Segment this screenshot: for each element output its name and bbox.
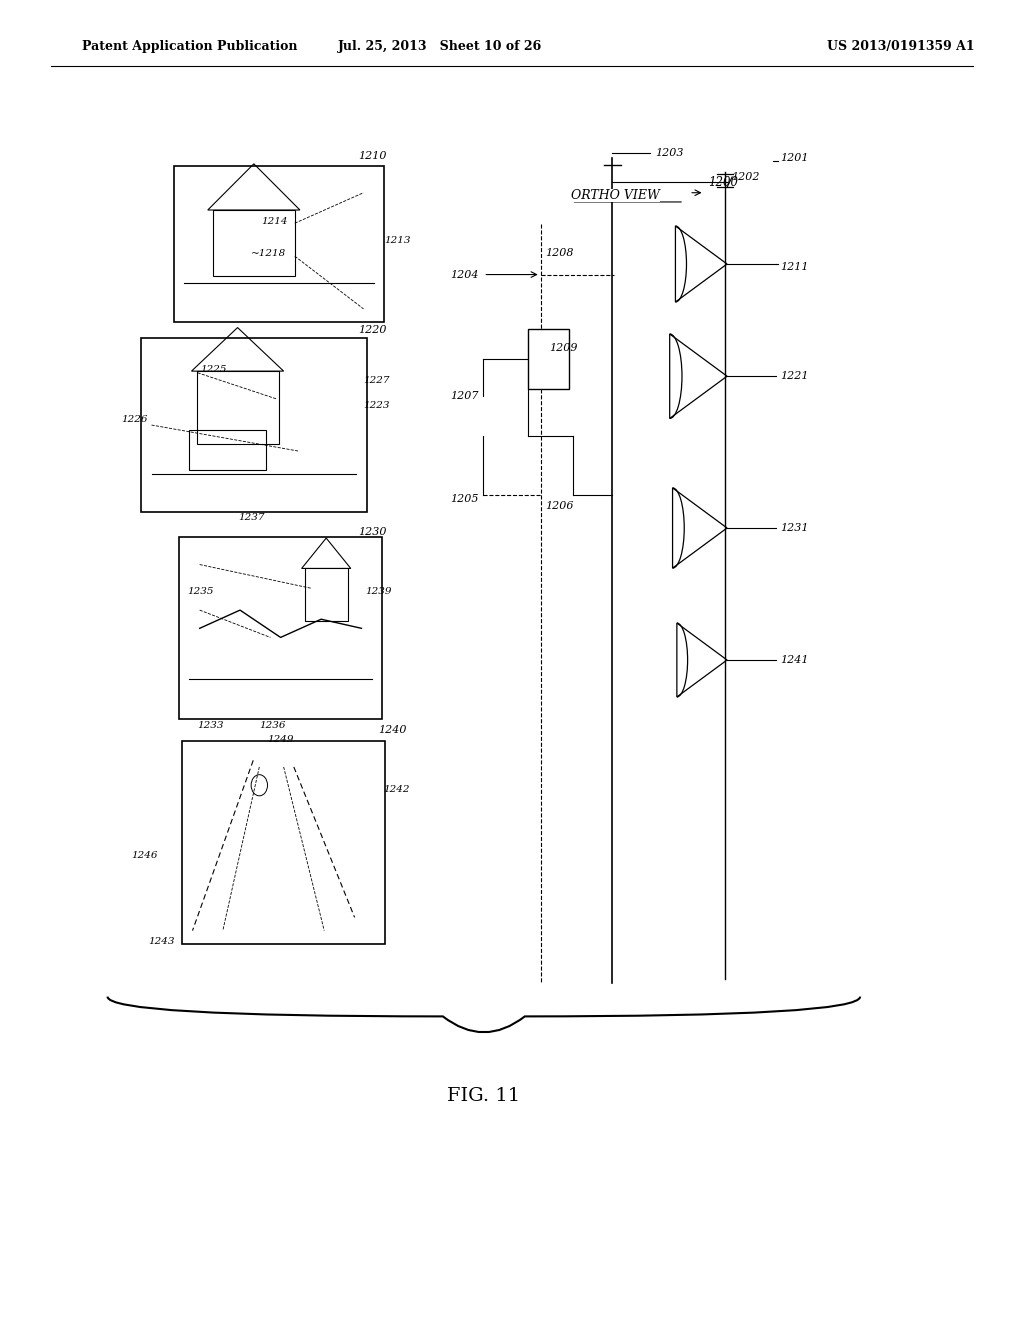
Text: 1208: 1208 (545, 248, 573, 259)
Text: 1203: 1203 (655, 148, 684, 158)
Text: 1205: 1205 (451, 494, 479, 504)
Text: 1246: 1246 (131, 851, 158, 859)
Text: FIG. 11: FIG. 11 (447, 1086, 520, 1105)
Bar (528, 329, 569, 389)
Bar (141, 338, 367, 512)
Text: 1243: 1243 (148, 937, 175, 945)
Text: US 2013/0191359 A1: US 2013/0191359 A1 (827, 40, 975, 53)
Text: 1226: 1226 (121, 416, 147, 424)
Text: 1239: 1239 (366, 587, 392, 595)
Bar (182, 741, 385, 944)
Text: 1204: 1204 (451, 269, 479, 280)
Text: 1225: 1225 (201, 366, 227, 374)
Bar (179, 537, 382, 719)
Text: Jul. 25, 2013   Sheet 10 of 26: Jul. 25, 2013 Sheet 10 of 26 (338, 40, 543, 53)
Text: 1235: 1235 (187, 587, 214, 595)
Text: 1227: 1227 (364, 376, 390, 384)
Text: 1220: 1220 (358, 325, 387, 335)
Text: 1236: 1236 (259, 722, 286, 730)
Text: 1201: 1201 (780, 153, 809, 164)
Text: 1223: 1223 (364, 401, 390, 409)
Text: 1231: 1231 (780, 523, 809, 533)
Text: 1237: 1237 (239, 513, 265, 521)
Text: Patent Application Publication: Patent Application Publication (82, 40, 297, 53)
Text: ORTHO VIEW: ORTHO VIEW (571, 189, 660, 202)
Text: 1213: 1213 (384, 236, 411, 244)
Text: ~1218: ~1218 (251, 249, 286, 257)
Text: 1221: 1221 (780, 371, 809, 381)
Text: 1214: 1214 (261, 218, 288, 226)
Bar (174, 166, 384, 322)
Text: 1230: 1230 (358, 527, 387, 537)
Text: 1240: 1240 (378, 725, 407, 735)
Text: 1211: 1211 (780, 261, 809, 272)
Text: 1200: 1200 (709, 176, 738, 189)
Text: 1242: 1242 (383, 785, 410, 793)
Text: 1206: 1206 (545, 500, 573, 511)
Text: 1233: 1233 (198, 722, 224, 730)
Text: 1207: 1207 (451, 391, 479, 401)
Text: 1241: 1241 (780, 655, 809, 665)
Text: 1202: 1202 (731, 172, 760, 182)
Text: 1210: 1210 (358, 150, 387, 161)
Text: 1249: 1249 (267, 735, 294, 743)
Text: 1209: 1209 (549, 343, 578, 354)
